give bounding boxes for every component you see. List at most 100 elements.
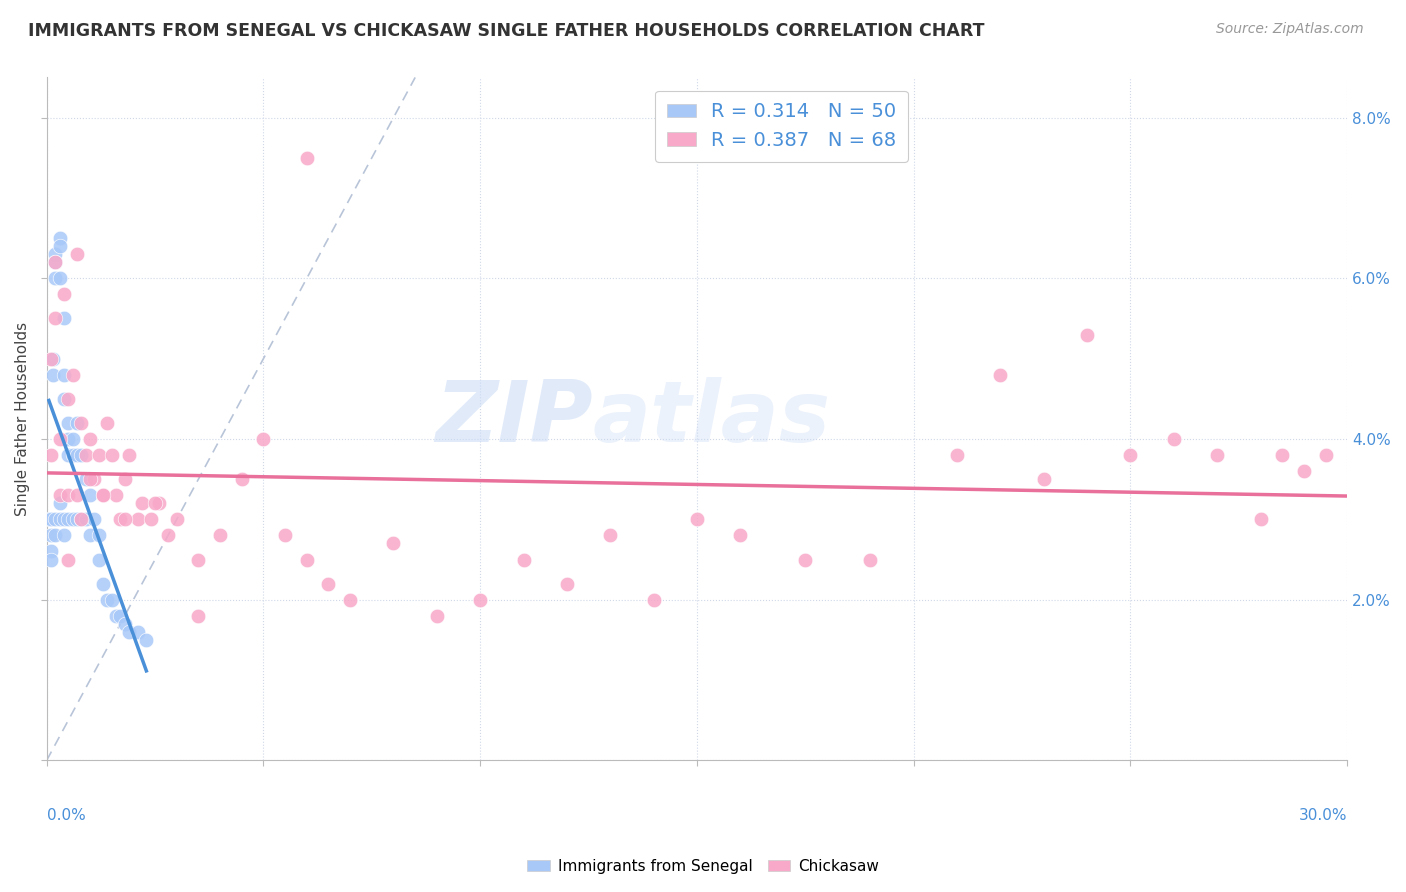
Point [48,488,70,502]
Point [135,632,157,647]
Point [127,512,149,526]
Point [139,512,162,526]
Point [643,592,665,607]
Point [44,311,66,326]
Point [1271,448,1294,462]
Point [83,472,105,486]
Point [66,448,89,462]
Point [75,448,97,462]
Point [79,472,101,486]
Point [39,528,62,542]
Point [48,239,70,253]
Point [859,552,882,566]
Point [79,488,101,502]
Point [39,544,62,558]
Point [48,271,70,285]
Point [96,416,118,430]
Point [990,368,1012,382]
Point [105,488,128,502]
Point [157,528,180,542]
Point [70,416,93,430]
Point [70,448,93,462]
Point [53,311,76,326]
Point [53,512,76,526]
Point [382,536,405,550]
Legend: Immigrants from Senegal, Chickasaw: Immigrants from Senegal, Chickasaw [520,853,886,880]
Point [58,432,80,446]
Point [555,576,578,591]
Point [48,231,70,245]
Point [274,528,297,542]
Point [100,448,122,462]
Point [91,488,114,502]
Text: 30.0%: 30.0% [1299,808,1347,823]
Point [1032,472,1054,486]
Point [114,616,136,631]
Text: Source: ZipAtlas.com: Source: ZipAtlas.com [1216,22,1364,37]
Text: ZIP: ZIP [436,377,593,460]
Point [148,496,170,510]
Point [79,528,101,542]
Point [66,247,89,261]
Point [599,528,621,542]
Point [75,512,97,526]
Point [87,528,110,542]
Point [252,432,274,446]
Point [66,416,89,430]
Point [62,512,84,526]
Point [187,608,209,623]
Point [44,512,66,526]
Point [39,448,62,462]
Point [512,552,534,566]
Point [62,448,84,462]
Point [58,448,80,462]
Point [39,351,62,366]
Point [1119,448,1142,462]
Point [44,247,66,261]
Point [143,496,166,510]
Point [53,528,76,542]
Text: 0.0%: 0.0% [46,808,86,823]
Point [66,512,89,526]
Point [730,528,752,542]
Point [70,512,93,526]
Point [131,496,153,510]
Point [209,528,232,542]
Point [48,512,70,526]
Point [48,496,70,510]
Point [91,576,114,591]
Point [295,552,318,566]
Point [118,448,141,462]
Point [53,287,76,301]
Point [48,432,70,446]
Point [66,488,89,502]
Point [83,512,105,526]
Point [58,392,80,406]
Point [70,512,93,526]
Point [105,608,128,623]
Point [231,472,253,486]
Point [1163,432,1185,446]
Point [1206,448,1229,462]
Point [110,608,132,623]
Point [426,608,449,623]
Point [58,552,80,566]
Point [1292,464,1315,478]
Point [470,592,492,607]
Point [44,271,66,285]
Point [114,472,136,486]
Point [53,368,76,382]
Point [686,512,709,526]
Point [91,488,114,502]
Point [946,448,969,462]
Point [44,528,66,542]
Point [1250,512,1272,526]
Point [295,151,318,165]
Point [87,448,110,462]
Y-axis label: Single Father Households: Single Father Households [15,322,30,516]
Point [62,432,84,446]
Text: IMMIGRANTS FROM SENEGAL VS CHICKASAW SINGLE FATHER HOUSEHOLDS CORRELATION CHART: IMMIGRANTS FROM SENEGAL VS CHICKASAW SIN… [28,22,984,40]
Point [96,592,118,607]
Point [58,416,80,430]
Point [127,624,149,639]
